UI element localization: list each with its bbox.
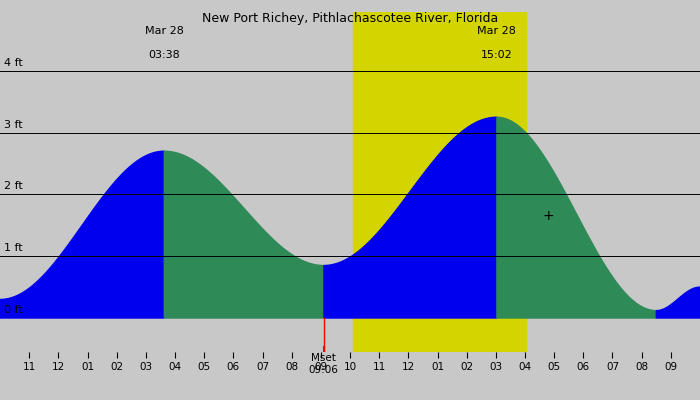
Text: 1 ft: 1 ft	[4, 243, 23, 253]
Text: 03:38: 03:38	[148, 50, 180, 60]
Polygon shape	[497, 117, 656, 318]
Polygon shape	[324, 117, 497, 318]
Text: Mset
09:06: Mset 09:06	[309, 353, 339, 375]
Bar	[353, 40, 526, 352]
Polygon shape	[0, 151, 164, 318]
Polygon shape	[164, 151, 323, 318]
Polygon shape	[657, 287, 700, 318]
Text: 0 ft: 0 ft	[4, 305, 23, 315]
Text: 4 ft: 4 ft	[4, 58, 23, 68]
Text: 2 ft: 2 ft	[4, 181, 23, 191]
Text: Mar 28: Mar 28	[145, 26, 183, 36]
Text: +: +	[542, 209, 554, 223]
Text: New Port Richey, Pithlachascotee River, Florida: New Port Richey, Pithlachascotee River, …	[202, 12, 498, 25]
Text: 15:02: 15:02	[481, 50, 512, 60]
Text: Mar 28: Mar 28	[477, 26, 516, 36]
Text: 3 ft: 3 ft	[4, 120, 23, 130]
Bar	[353, 12, 526, 40]
